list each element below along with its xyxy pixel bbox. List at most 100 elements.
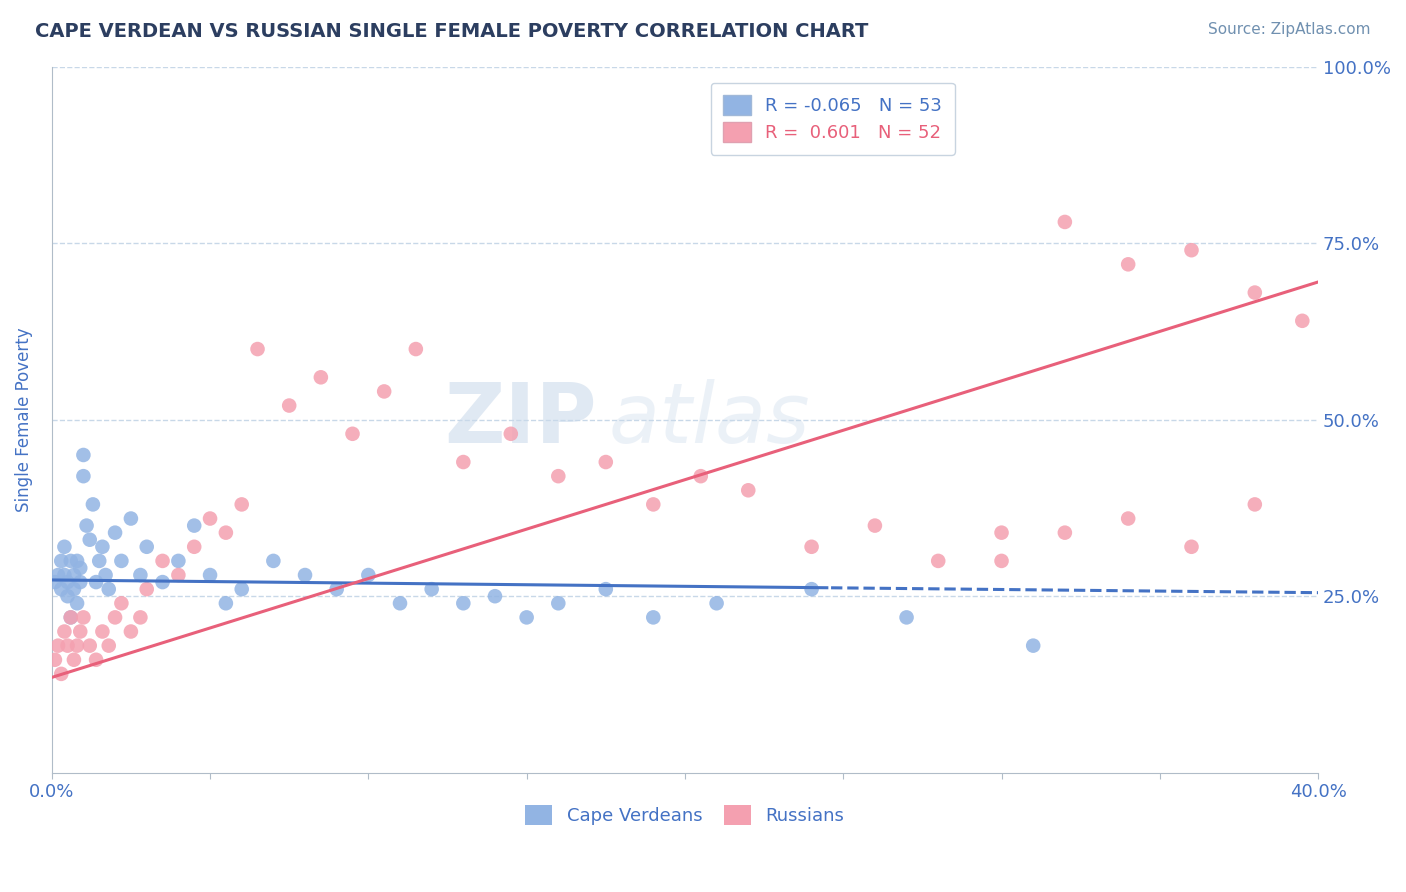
Point [1053,215,1076,229]
Point [63,653,86,667]
Point [104,525,127,540]
Text: ZIP: ZIP [444,379,596,460]
Point [79,533,101,547]
Point [69,575,91,590]
Point [706,596,728,610]
Point [309,370,332,384]
Point [342,426,364,441]
Point [373,384,395,399]
Point [59,610,82,624]
Point [547,596,569,610]
Point [104,610,127,624]
Point [262,554,284,568]
Point [51,666,73,681]
Point [325,582,347,596]
Point [120,624,142,639]
Point [1180,243,1202,257]
Point [215,596,238,610]
Point [97,582,120,596]
Point [453,455,475,469]
Point [1291,314,1313,328]
Point [927,554,949,568]
Point [72,448,94,462]
Point [737,483,759,498]
Point [72,469,94,483]
Point [643,610,665,624]
Point [1053,525,1076,540]
Point [595,582,617,596]
Text: atlas: atlas [609,379,811,460]
Point [420,582,443,596]
Point [990,525,1012,540]
Point [278,399,301,413]
Point [76,518,98,533]
Point [183,540,205,554]
Point [388,596,411,610]
Point [990,554,1012,568]
Point [135,540,157,554]
Point [167,554,190,568]
Point [800,582,823,596]
Text: CAPE VERDEAN VS RUSSIAN SINGLE FEMALE POVERTY CORRELATION CHART: CAPE VERDEAN VS RUSSIAN SINGLE FEMALE PO… [35,22,869,41]
Point [129,568,152,582]
Point [89,554,111,568]
Point [152,554,174,568]
Y-axis label: Single Female Poverty: Single Female Poverty [15,327,32,512]
Point [91,540,114,554]
Point [405,342,427,356]
Point [896,610,918,624]
Point [66,554,89,568]
Point [357,568,380,582]
Point [97,639,120,653]
Point [110,596,132,610]
Point [110,554,132,568]
Point [1243,497,1265,511]
Point [863,518,886,533]
Point [56,589,79,603]
Point [59,554,82,568]
Point [1116,257,1139,271]
Point [294,568,316,582]
Point [66,596,89,610]
Point [689,469,711,483]
Point [246,342,269,356]
Point [63,582,86,596]
Point [198,511,221,525]
Point [72,610,94,624]
Point [198,568,221,582]
Point [231,497,253,511]
Point [79,639,101,653]
Point [547,469,569,483]
Point [453,596,475,610]
Point [800,540,823,554]
Point [51,582,73,596]
Point [152,575,174,590]
Point [44,653,66,667]
Point [516,610,538,624]
Point [91,624,114,639]
Point [1243,285,1265,300]
Point [82,497,104,511]
Point [53,540,76,554]
Point [46,639,69,653]
Point [51,554,73,568]
Point [183,518,205,533]
Point [129,610,152,624]
Point [120,511,142,525]
Point [484,589,506,603]
Point [56,575,79,590]
Point [84,653,107,667]
Point [56,639,79,653]
Point [53,568,76,582]
Point [499,426,522,441]
Point [643,497,665,511]
Point [215,525,238,540]
Point [69,561,91,575]
Point [44,575,66,590]
Point [59,610,82,624]
Point [1180,540,1202,554]
Point [94,568,117,582]
Point [167,568,190,582]
Point [53,624,76,639]
Point [1116,511,1139,525]
